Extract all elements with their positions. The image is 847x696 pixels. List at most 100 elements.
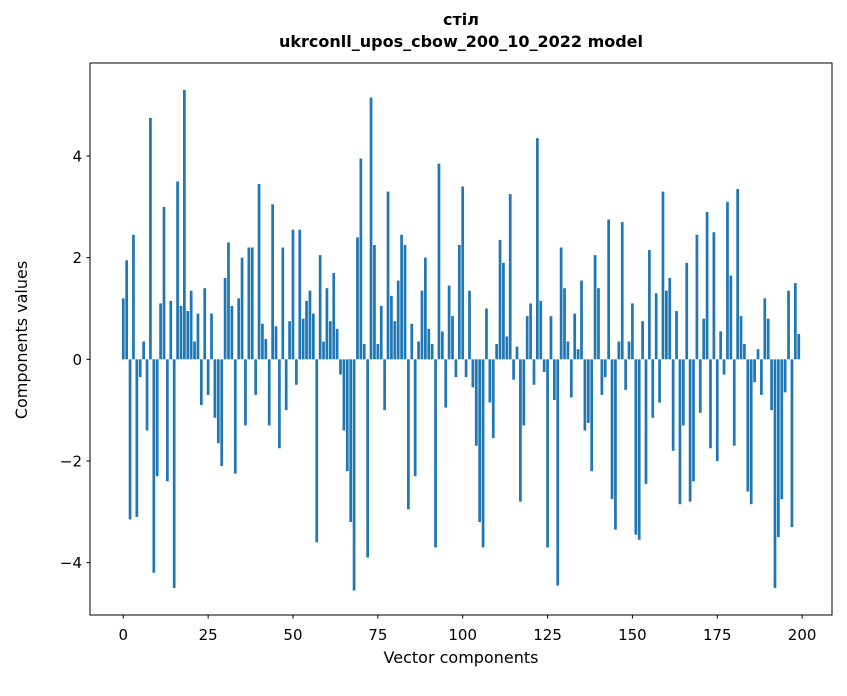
bar (233, 359, 237, 474)
bar (193, 341, 196, 360)
bar (783, 359, 787, 393)
bar (369, 97, 373, 360)
bar (648, 250, 651, 360)
bar (614, 359, 617, 530)
bar (512, 359, 515, 380)
bar (658, 359, 661, 403)
bar (325, 288, 329, 360)
bar (199, 359, 203, 406)
bar (573, 313, 577, 360)
bar (457, 244, 461, 360)
bar (760, 359, 763, 395)
y-tick-label: 0 (72, 351, 82, 369)
bar (295, 359, 298, 385)
bar (532, 359, 536, 385)
bar (308, 290, 312, 360)
bar (264, 339, 268, 360)
bar (162, 206, 166, 360)
bar (607, 219, 611, 360)
y-tick-label: −4 (60, 554, 82, 572)
bar (746, 359, 750, 492)
bar (322, 341, 325, 360)
bar (743, 344, 746, 360)
bar (247, 247, 251, 360)
bar (508, 194, 512, 360)
x-tick-label: 25 (199, 626, 218, 644)
bar (722, 359, 726, 375)
bar (339, 359, 342, 375)
bar (430, 344, 434, 360)
bar (342, 359, 346, 431)
bar (250, 247, 254, 360)
bar (349, 359, 353, 522)
bar (186, 311, 190, 360)
bar (651, 359, 655, 418)
bar (563, 288, 566, 360)
bar (525, 316, 529, 360)
bar (230, 305, 234, 360)
bar (145, 359, 149, 431)
x-tick-label: 175 (703, 626, 732, 644)
chart-subtitle: ukrconll_upos_cbow_200_10_2022 model (279, 32, 643, 51)
bar (451, 316, 454, 360)
x-tick-label: 150 (618, 626, 647, 644)
y-axis: −4 −2 0 2 4 (60, 148, 90, 572)
bar (726, 201, 729, 360)
bar (515, 346, 519, 360)
bars-group (121, 89, 801, 591)
bar (556, 359, 560, 586)
bar (668, 278, 672, 360)
chart-title: стіл (443, 10, 479, 29)
bar (356, 237, 359, 360)
bar (474, 359, 478, 446)
bar (183, 89, 186, 360)
bar (583, 359, 587, 431)
bar (702, 318, 706, 360)
bar (756, 349, 760, 360)
bar (502, 262, 505, 360)
bar (227, 242, 230, 360)
bar (593, 255, 597, 360)
bar (739, 316, 743, 360)
bar (610, 359, 614, 500)
bar (267, 359, 271, 426)
x-tick-label: 125 (533, 626, 562, 644)
bar (305, 300, 308, 360)
bar (393, 321, 397, 360)
bar (732, 359, 736, 446)
bar (383, 359, 386, 411)
bar (777, 359, 780, 538)
bar (603, 359, 607, 378)
bar (257, 183, 261, 360)
bar (712, 232, 716, 360)
bar (298, 229, 302, 360)
bar (328, 321, 332, 360)
bar (444, 359, 448, 408)
bar (624, 359, 627, 390)
bar (736, 189, 739, 360)
bar (519, 359, 522, 502)
bar (698, 359, 702, 413)
bar (352, 359, 356, 591)
bar (790, 359, 794, 528)
bar (447, 285, 451, 360)
bar (780, 359, 784, 500)
bar (797, 333, 801, 360)
x-tick-label: 100 (448, 626, 477, 644)
bar (318, 255, 322, 360)
bar (417, 341, 420, 360)
bar (617, 341, 621, 360)
bar (172, 359, 176, 589)
bar (128, 359, 132, 520)
bar (692, 359, 695, 482)
bar (203, 288, 207, 360)
bar (665, 290, 668, 360)
bar (481, 359, 485, 548)
bar (386, 191, 390, 360)
bar (678, 359, 682, 505)
bar (488, 359, 492, 403)
bar (461, 186, 465, 360)
bar (654, 293, 658, 360)
